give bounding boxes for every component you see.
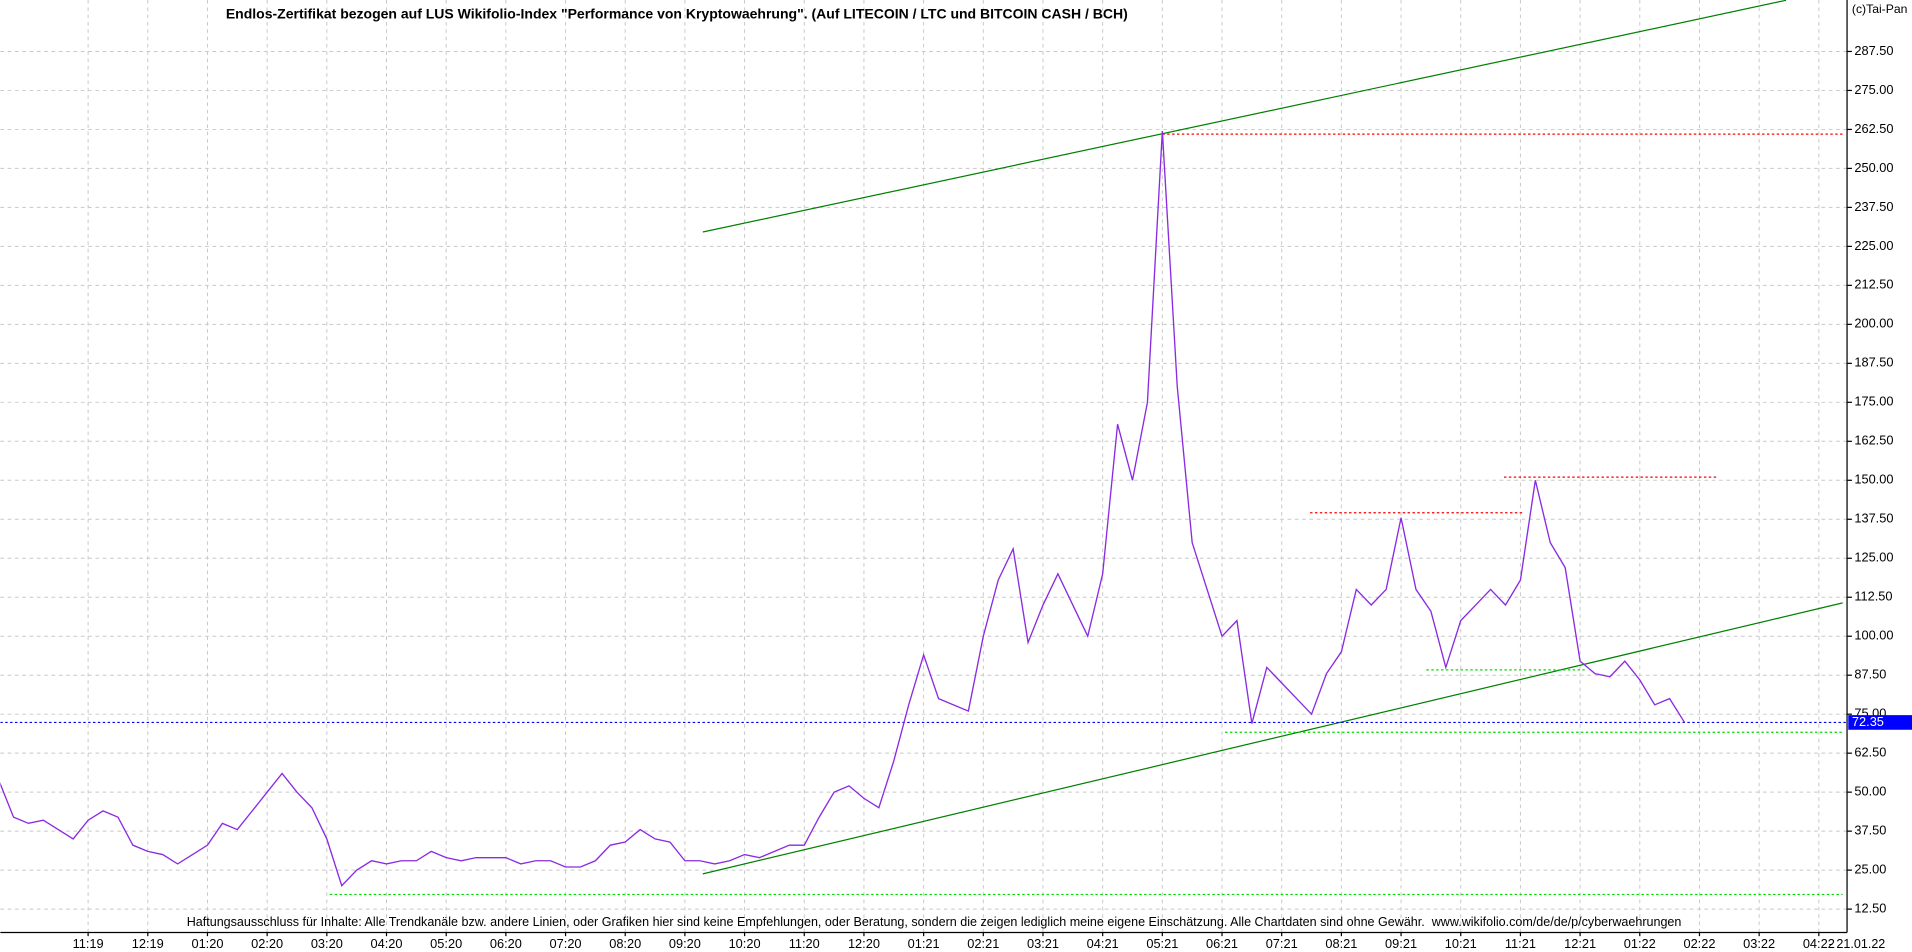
trend-line	[702, 602, 1843, 875]
x-tick-label: 03:21	[1027, 936, 1059, 951]
x-tick-label: 04:22	[1803, 936, 1835, 951]
x-tick-label: 06:21	[1206, 936, 1238, 951]
y-tick-label: 62.50	[1854, 745, 1886, 760]
current-label-box	[1848, 715, 1912, 730]
y-tick-label: 275.00	[1854, 82, 1893, 97]
y-tick-label: 175.00	[1854, 394, 1893, 409]
x-tick-label: 01:22	[1624, 936, 1656, 951]
x-tick-label: 08:21	[1325, 936, 1357, 951]
y-tick-label: 100.00	[1854, 628, 1893, 643]
y-tick-label: 137.50	[1854, 511, 1893, 526]
x-tick-label: 11:19	[73, 936, 104, 951]
copyright: (c)Tai-Pan	[1852, 2, 1907, 16]
y-tick-label: 25.00	[1854, 861, 1886, 876]
y-tick-label: 187.50	[1854, 355, 1893, 370]
x-tick-label: 08:20	[609, 936, 641, 951]
y-tick-label: 237.50	[1854, 199, 1893, 214]
x-tick-label: 01:20	[191, 936, 223, 951]
grid	[0, 0, 1848, 933]
x-tick-label: 02:22	[1683, 936, 1715, 951]
y-tick-label: 287.50	[1854, 43, 1893, 58]
x-tick-label: 09:20	[669, 936, 701, 951]
x-tick-label: 09:21	[1385, 936, 1417, 951]
y-tick-label: 37.50	[1854, 823, 1886, 838]
y-tick-label: 212.50	[1854, 277, 1893, 292]
y-tick-label: 262.50	[1854, 121, 1893, 136]
y-tick-label: 50.00	[1854, 784, 1886, 799]
x-tick-label: 04:21	[1087, 936, 1119, 951]
x-tick-label: 02:21	[967, 936, 999, 951]
y-tick-label: 112.50	[1854, 589, 1892, 604]
y-tick-label: 250.00	[1854, 160, 1893, 175]
x-tick-label: 01:21	[908, 936, 940, 951]
y-tick-label: 12.50	[1854, 900, 1886, 915]
x-tick-label: 11:20	[789, 936, 820, 951]
price-line	[0, 130, 1686, 887]
plot-area	[0, 0, 1848, 896]
x-tick-label: 10:21	[1445, 936, 1477, 951]
trend-line	[702, 0, 1787, 233]
x-tick-label: 11:21	[1505, 936, 1536, 951]
x-tick-label: 12:19	[132, 936, 164, 951]
x-tick-label: 07:21	[1266, 936, 1298, 951]
x-tick-label: 12:20	[848, 936, 880, 951]
axis-labels: 12.5025.0037.5050.0062.5075.0087.50100.0…	[73, 43, 1912, 951]
x-tick-label: 05:20	[430, 936, 462, 951]
current-label: 72.35	[1852, 714, 1884, 729]
x-tick-label: 02:20	[251, 936, 283, 951]
y-tick-label: 150.00	[1854, 472, 1893, 487]
y-tick-label: 162.50	[1854, 433, 1893, 448]
disclaimer: Haftungsausschluss für Inhalte: Alle Tre…	[187, 915, 1682, 929]
date-label: - 21.01.22	[1829, 937, 1886, 951]
x-tick-label: 12:21	[1564, 936, 1596, 951]
y-tick-label: 200.00	[1854, 316, 1893, 331]
y-tick-label: 87.50	[1854, 667, 1886, 682]
x-tick-label: 05:21	[1146, 936, 1178, 951]
x-tick-label: 06:20	[490, 936, 522, 951]
chart-title: Endlos-Zertifikat bezogen auf LUS Wikifo…	[226, 5, 1128, 21]
x-tick-label: 04:20	[371, 936, 403, 951]
x-tick-label: 07:20	[550, 936, 582, 951]
x-tick-label: 03:20	[311, 936, 343, 951]
x-tick-label: 03:22	[1743, 936, 1775, 951]
y-tick-label: 225.00	[1854, 238, 1893, 253]
x-tick-label: 10:20	[729, 936, 761, 951]
y-tick-label: 125.00	[1854, 550, 1893, 565]
